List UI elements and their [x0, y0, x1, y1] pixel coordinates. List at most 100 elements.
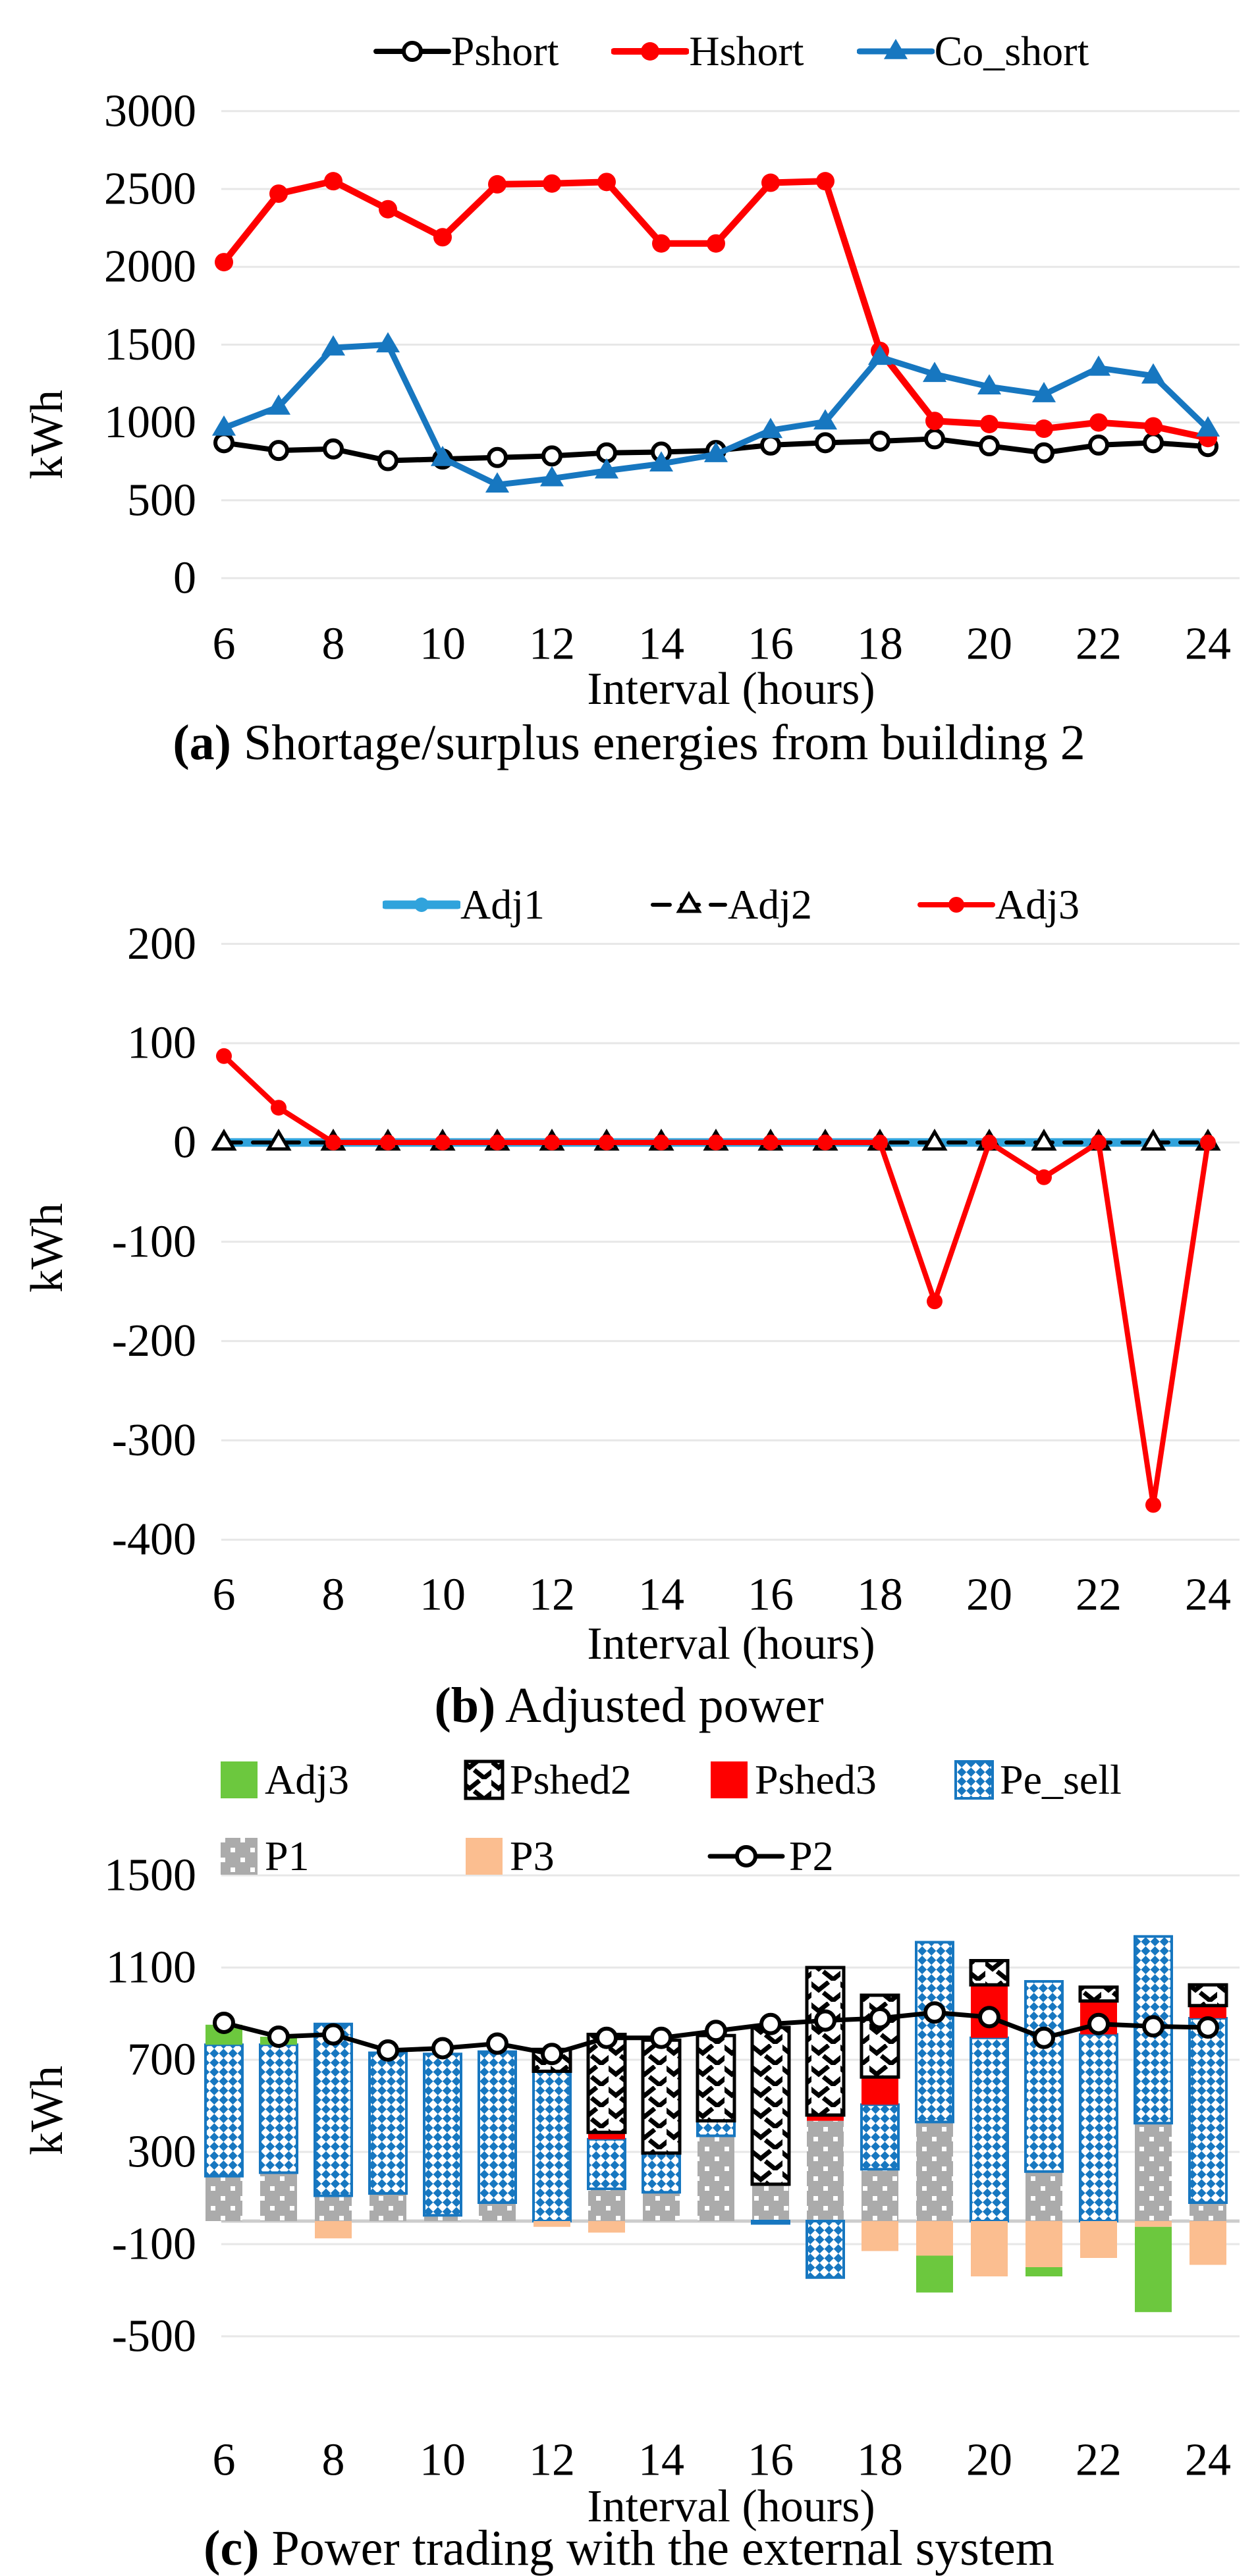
bar-segment-P3 — [1080, 2221, 1117, 2258]
hshort-line-marker-icon — [611, 30, 690, 72]
marker-triangle — [1141, 363, 1166, 384]
marker-open-circle — [979, 435, 1000, 457]
marker-open-circle — [377, 450, 398, 471]
adj3-line-marker-icon — [917, 884, 995, 926]
chart-b: 200 100 0 -100 -200 -300 -400 6 8 10 12 14 16 18 20 22 2… — [112, 919, 1240, 1621]
y-tick-label: 1100 — [106, 1943, 196, 1993]
marker-triangle — [430, 445, 455, 466]
legend-label-pe-sell: Pe_sell — [1000, 1756, 1122, 1803]
bar-segment-Adj3 — [1135, 2226, 1172, 2313]
marker-open-triangle — [211, 1129, 237, 1151]
x-tick-label: 10 — [420, 1570, 466, 1621]
y-tick-label: 2500 — [104, 164, 196, 215]
pe-sell-swatch-icon — [952, 1758, 996, 1802]
legend-label-adj3: Adj3 — [995, 881, 1080, 928]
legend-item-adj3-bar: Adj3 — [217, 1757, 462, 1803]
swatch-rect-P1 — [221, 1838, 258, 1875]
bar-segment-Pe_sell — [368, 2051, 408, 2195]
chart-b-lines — [211, 1048, 1221, 1513]
swatch-square — [466, 1838, 503, 1875]
x-tick-label: 20 — [966, 1570, 1012, 1621]
marker-open-circle — [431, 2037, 454, 2060]
marker-triangle — [266, 394, 291, 415]
swatch-rect-Pe_sell — [954, 1760, 994, 1800]
marker-open-circle — [760, 434, 781, 456]
x-tick-label: 14 — [638, 2435, 684, 2486]
swatch-line — [611, 42, 690, 61]
marker-open-triangle — [265, 1129, 292, 1151]
x-tick-label: 6 — [213, 2435, 236, 2486]
y-tick-label: -100 — [112, 2219, 196, 2270]
marker-dot — [271, 1100, 287, 1116]
legend-item-co-short: Co_short — [856, 30, 1089, 72]
adj2-line-marker-icon — [650, 884, 728, 926]
bar-segment-Pe_sell — [1079, 2033, 1118, 2222]
y-tick-label: 100 — [127, 1018, 196, 1069]
x-tick-label: 24 — [1185, 619, 1231, 670]
y-axis-label-c: kWh — [22, 2065, 72, 2156]
legend-item-adj3: Adj3 — [917, 884, 1080, 926]
x-tick-label: 6 — [213, 1570, 236, 1621]
marker-dot — [216, 1048, 232, 1064]
x-axis-label-c: Interval (hours) — [587, 2481, 875, 2532]
marker-dot — [761, 173, 780, 192]
bar-segment-Pe_sell — [1134, 1935, 1173, 2125]
series-line-Adj3 — [221, 1053, 1211, 1508]
y-tick-label: 1500 — [104, 1850, 196, 1901]
marker-open-triangle — [676, 891, 702, 913]
bar-segment-Pshed3 — [807, 2115, 844, 2121]
bar-segment-P1 — [1135, 2123, 1172, 2221]
x-tick-label: 24 — [1185, 1570, 1231, 1621]
marker-open-circle — [213, 2012, 235, 2034]
marker-triangle — [1031, 382, 1056, 402]
marker-dot — [544, 1135, 560, 1150]
adj1-line-marker-icon — [383, 884, 460, 926]
y-axis-label-a: kWh — [22, 389, 72, 480]
marker-triangle — [758, 417, 783, 439]
marker-open-circle — [541, 2043, 563, 2066]
marker-dot — [489, 1135, 505, 1150]
swatch-line — [651, 891, 727, 913]
bar-segment-P1 — [369, 2193, 406, 2221]
marker-open-circle — [735, 1845, 757, 1867]
y-tick-label: 200 — [127, 919, 196, 969]
legend-label-adj3-bar: Adj3 — [265, 1756, 349, 1803]
bar-segment-Pe_sell — [970, 2036, 1009, 2222]
chart-b-grid — [221, 942, 1240, 1541]
marker-open-circle — [923, 2001, 946, 2024]
marker-triangle — [539, 466, 564, 487]
swatch-rect-Pshed3 — [711, 1761, 748, 1798]
y-tick-label: -200 — [112, 1316, 196, 1366]
swatch-square — [464, 1759, 505, 1800]
marker-dot — [927, 1293, 943, 1310]
bar-segment-P3 — [1026, 2221, 1062, 2267]
legend-chart-b: Adj1 Adj2 Adj3 — [224, 874, 1238, 935]
caption-a-tag: (a) — [173, 715, 231, 770]
legend-chart-a: Pshort Hshort Co_short — [224, 21, 1238, 82]
swatch-square — [954, 1760, 994, 1800]
marker-dot — [817, 1135, 833, 1150]
bar-segment-P1 — [643, 2192, 680, 2221]
x-tick-label: 16 — [748, 1570, 794, 1621]
x-tick-label: 14 — [638, 1570, 684, 1621]
marker-open-circle — [814, 2009, 836, 2032]
x-tick-label: 12 — [529, 1570, 575, 1621]
bar-segment-Pe_sell — [642, 2151, 681, 2194]
legend-item-adj1: Adj1 — [383, 884, 545, 926]
marker-dot — [707, 234, 725, 253]
marker-dot — [325, 1135, 341, 1150]
marker-open-triangle — [1140, 1129, 1166, 1151]
marker-open-circle — [1143, 432, 1164, 454]
marker-open-circle — [487, 446, 508, 468]
y-tick-label: 1000 — [104, 397, 196, 448]
bar-segment-Pshed3 — [1190, 2005, 1226, 2018]
bar-segment-P3 — [315, 2221, 352, 2239]
marker-dot — [414, 898, 429, 912]
swatch-line — [383, 898, 460, 912]
legend-label-hshort: Hshort — [689, 28, 804, 74]
marker-open-circle — [322, 2023, 344, 2046]
y-tick-label: 3000 — [104, 86, 196, 136]
caption-a-text: Shortage/surplus energies from building … — [231, 715, 1085, 770]
marker-open-circle — [377, 2039, 399, 2062]
y-tick-label: -500 — [112, 2311, 196, 2362]
